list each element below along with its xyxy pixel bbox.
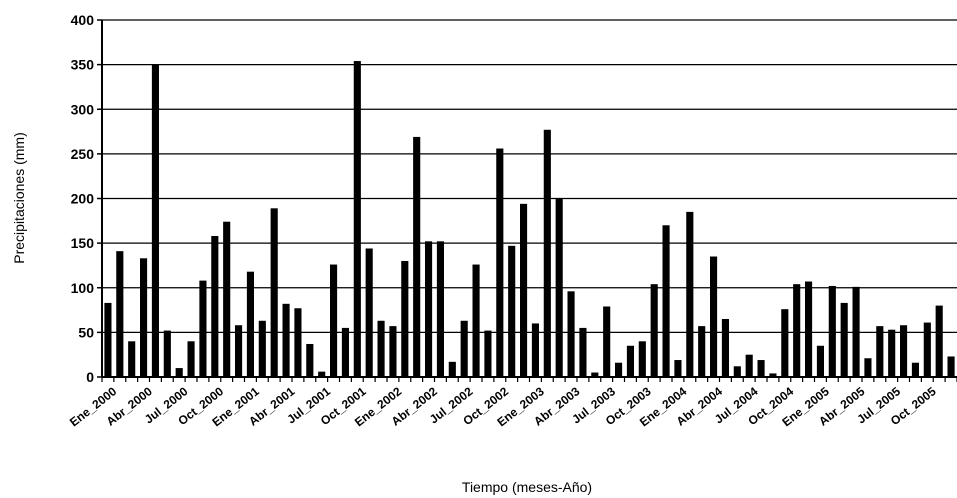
y-tick-labels: 0 50 100 150 200 250 300 350 400 — [71, 12, 95, 385]
bar — [733, 366, 741, 377]
bar — [425, 241, 433, 377]
bar — [365, 248, 373, 377]
bar — [520, 203, 528, 377]
bar — [543, 129, 551, 377]
bar — [828, 285, 836, 377]
y-axis-title: Precipitaciones (mm) — [11, 132, 27, 263]
bar — [175, 368, 183, 377]
y-tick-label: 0 — [86, 369, 94, 385]
bar — [104, 302, 112, 377]
bar — [270, 208, 278, 377]
bar — [282, 303, 290, 377]
bar — [852, 286, 860, 377]
bar — [401, 260, 409, 377]
bar-series — [104, 61, 955, 378]
y-tick-label: 100 — [71, 280, 95, 296]
bar — [531, 323, 539, 377]
bar — [413, 136, 421, 377]
bar — [840, 302, 848, 377]
bar — [436, 241, 444, 377]
bar — [163, 330, 171, 377]
bar — [698, 326, 706, 377]
bar — [246, 271, 254, 377]
bar — [757, 360, 765, 377]
bar — [591, 372, 599, 377]
bar — [935, 305, 943, 377]
bar — [151, 64, 159, 377]
bar — [330, 264, 338, 377]
bar — [353, 61, 361, 378]
bar — [816, 345, 824, 377]
bar — [579, 327, 587, 377]
bar — [686, 211, 694, 377]
y-tick-label: 250 — [71, 146, 95, 162]
bar — [377, 320, 385, 377]
bar — [876, 326, 884, 377]
bar — [745, 354, 753, 377]
bar — [626, 345, 634, 377]
bar — [769, 373, 777, 377]
bar — [496, 148, 504, 377]
bar — [674, 360, 682, 377]
bar — [888, 329, 896, 377]
bar — [460, 320, 468, 377]
bar — [638, 341, 646, 377]
bar — [389, 326, 397, 377]
bar — [211, 235, 219, 377]
bar — [294, 308, 302, 377]
bar — [508, 245, 516, 377]
bar — [710, 256, 718, 377]
bar — [721, 318, 729, 377]
bar — [306, 343, 314, 377]
bar — [864, 358, 872, 377]
x-tick-labels: Ene_2000Abr_2000Jul_2000Oct_2000Ene_2001… — [67, 384, 939, 429]
bar — [781, 309, 789, 377]
bar — [555, 198, 563, 377]
bar — [923, 322, 931, 377]
y-tick-label: 50 — [78, 324, 94, 340]
bar — [223, 221, 231, 377]
bar — [567, 291, 575, 377]
bar — [472, 264, 480, 377]
bar — [900, 325, 908, 377]
bar — [448, 361, 456, 377]
bar — [662, 225, 670, 377]
bar — [947, 356, 955, 377]
bar — [187, 341, 195, 377]
bar — [258, 320, 266, 377]
bar — [199, 280, 207, 377]
bar — [128, 341, 136, 377]
y-tick-label: 150 — [71, 235, 95, 251]
bar — [318, 371, 326, 377]
y-tick-label: 400 — [71, 12, 95, 28]
bar — [805, 281, 813, 377]
y-tick-label: 300 — [71, 101, 95, 117]
bar — [341, 327, 349, 377]
bar — [603, 306, 611, 377]
bar — [911, 362, 919, 377]
bar — [484, 330, 492, 377]
gridlines — [102, 19, 957, 333]
axes — [97, 19, 957, 382]
bar — [140, 258, 148, 377]
y-tick-label: 200 — [71, 191, 95, 207]
bar — [615, 362, 623, 377]
bar — [793, 284, 801, 377]
x-axis-title: Tiempo (meses-Año) — [462, 479, 592, 495]
bar — [235, 325, 243, 377]
bar — [650, 284, 658, 377]
bar — [116, 251, 124, 377]
y-tick-label: 350 — [71, 57, 95, 73]
